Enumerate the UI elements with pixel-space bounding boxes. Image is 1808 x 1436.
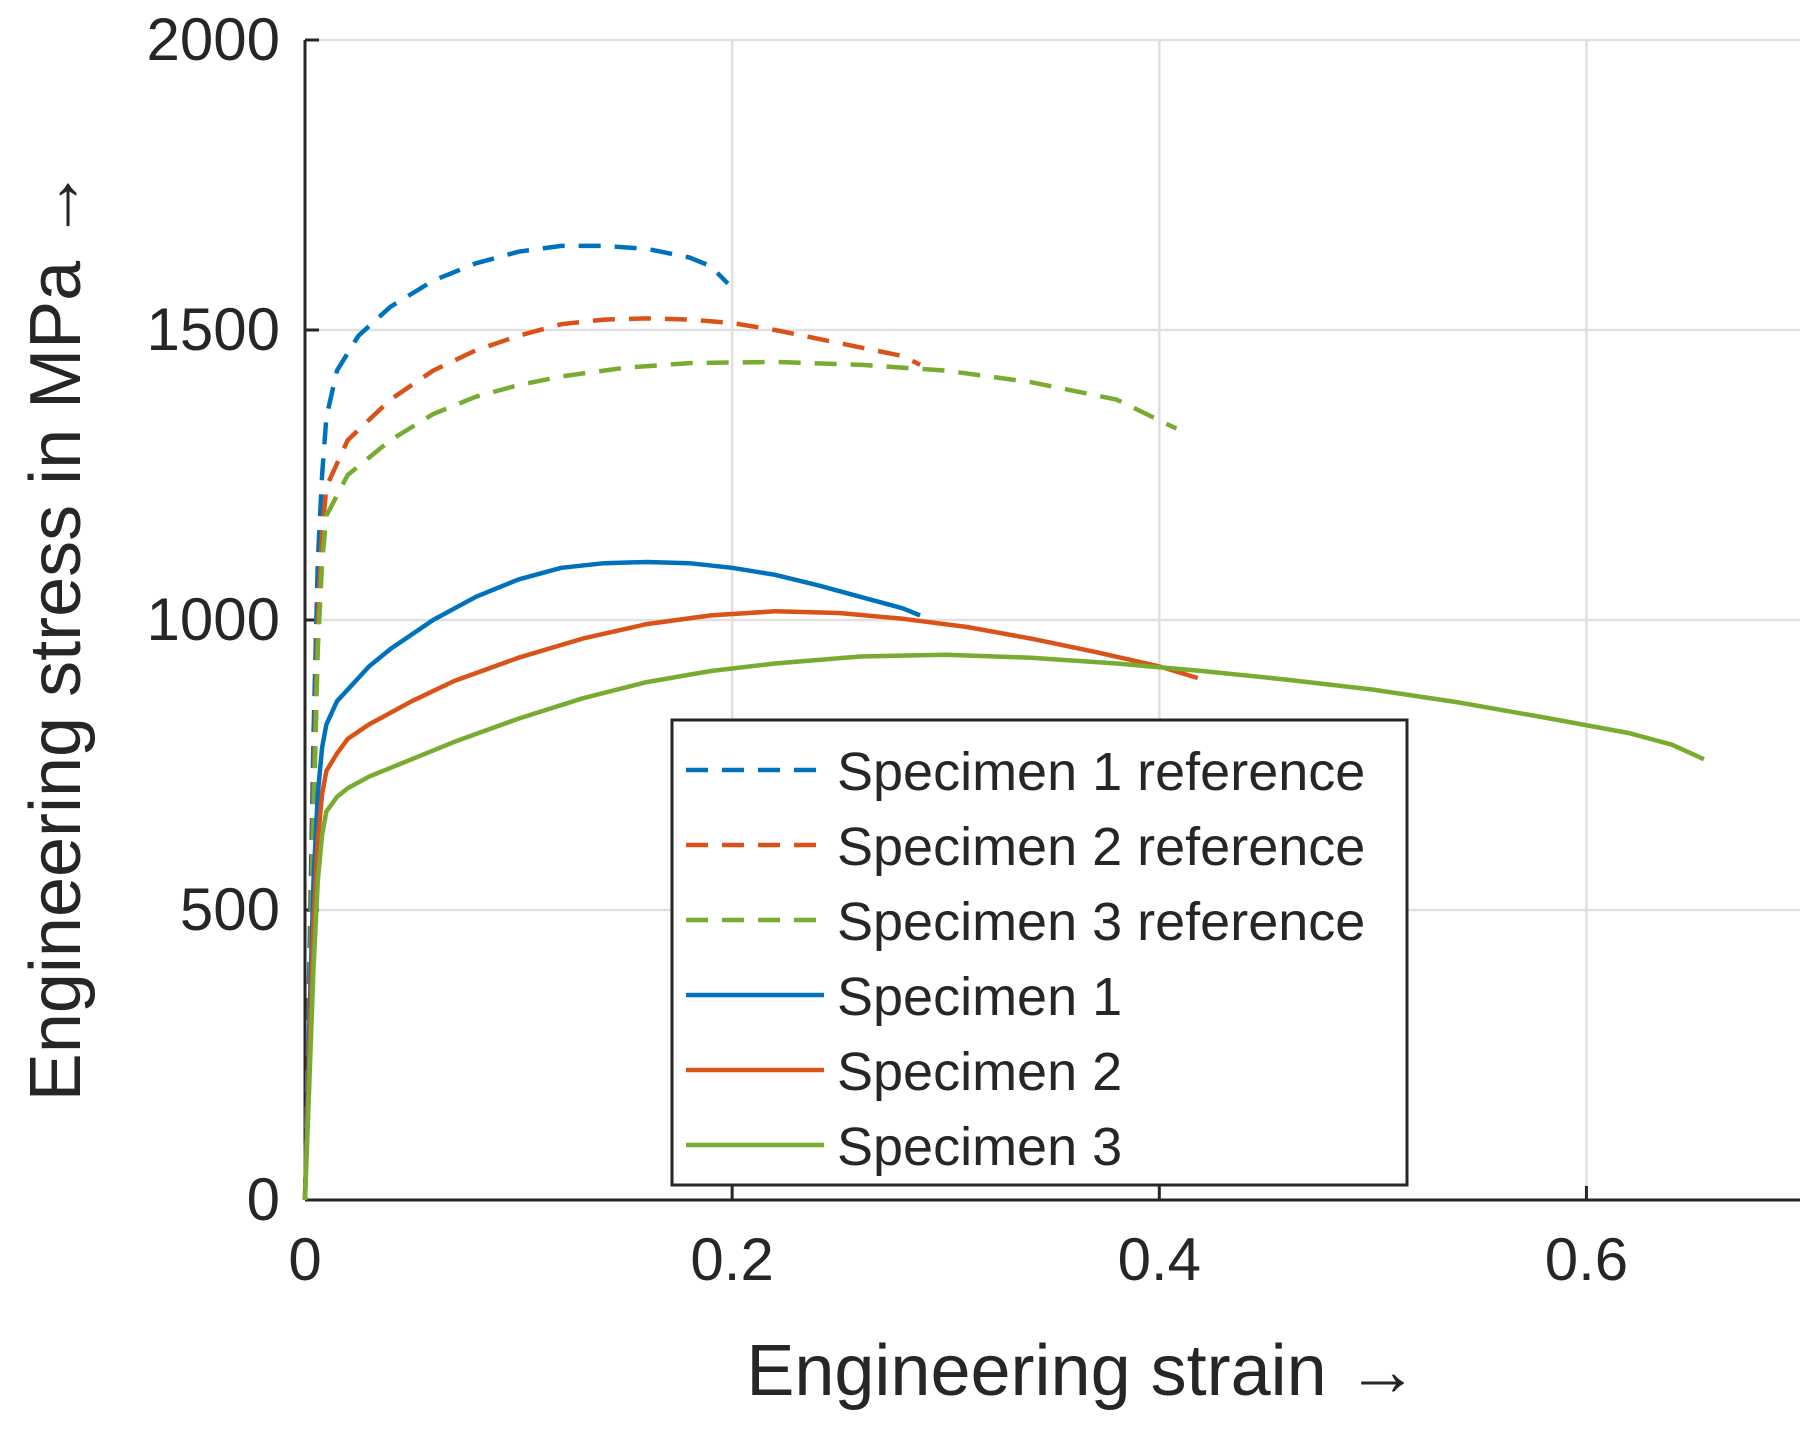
x-tick-label: 0 <box>288 1226 321 1293</box>
legend-box <box>670 718 1409 1187</box>
series-line-specimen-2 <box>302 609 1199 1201</box>
series-lines <box>302 243 1705 1201</box>
axes: 0 0.2 0.4 0.6 0 500 1000 1500 2000 <box>147 6 1800 1293</box>
legend-label-specimen-3-reference: Specimen 3 reference <box>837 892 1365 952</box>
legend-label-specimen-3: Specimen 3 <box>837 1117 1122 1177</box>
series-line-specimen-1 <box>302 559 921 1201</box>
legend-label-specimen-1: Specimen 1 <box>837 967 1122 1027</box>
x-tick-label: 0.2 <box>690 1226 773 1293</box>
series-line-specimen-1-reference <box>302 243 730 1201</box>
y-tick-label: 500 <box>180 876 280 943</box>
legend-label-specimen-2-reference: Specimen 2 reference <box>837 817 1365 877</box>
series-line-specimen-3 <box>302 652 1705 1201</box>
legend: Specimen 1 reference Specimen 2 reference… <box>670 718 1409 1187</box>
y-tick-label: 2000 <box>147 6 280 73</box>
y-axis-label: Engineering stress in MPa → <box>16 169 96 1101</box>
y-tick-label: 0 <box>247 1166 280 1233</box>
x-tick-label: 0.4 <box>1118 1226 1201 1293</box>
x-axis-label: Engineering strain → <box>746 1331 1418 1411</box>
grid-lines <box>305 38 1800 1200</box>
x-tick-label: 0.6 <box>1545 1226 1628 1293</box>
series-line-specimen-3-reference <box>302 359 1178 1201</box>
y-tick-label: 1000 <box>147 586 280 653</box>
legend-label-specimen-2: Specimen 2 <box>837 1042 1122 1102</box>
y-tick-label: 1500 <box>147 296 280 363</box>
axis-labels: Engineering strain → Engineering stress i… <box>16 169 1419 1411</box>
legend-label-specimen-1-reference: Specimen 1 reference <box>837 742 1365 802</box>
